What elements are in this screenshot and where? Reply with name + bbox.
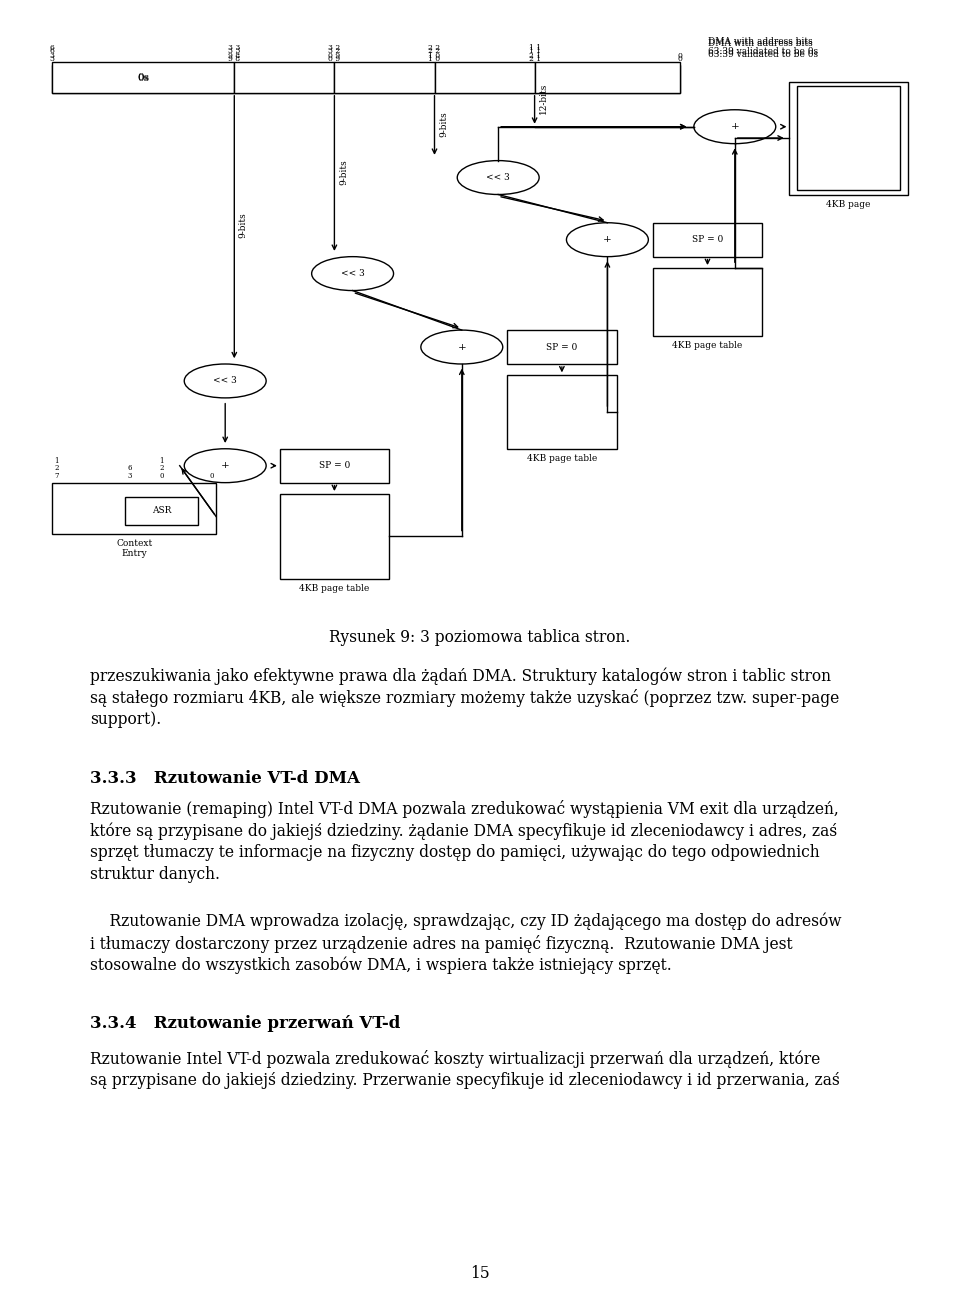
Text: 15: 15: [470, 1265, 490, 1282]
Text: 3 3
9 8: 3 3 9 8: [228, 47, 241, 63]
Bar: [234, 64, 334, 93]
Text: SP = 0: SP = 0: [319, 461, 350, 470]
Text: 1 1
2 1: 1 1 2 1: [529, 44, 540, 60]
Bar: [279, 449, 389, 483]
Ellipse shape: [420, 330, 503, 364]
Text: 1
2
0: 1 2 0: [159, 457, 164, 480]
Text: << 3: << 3: [487, 174, 510, 183]
Bar: [535, 61, 681, 93]
Bar: [507, 330, 616, 364]
Text: 0s: 0s: [137, 74, 150, 84]
Bar: [234, 61, 334, 93]
Text: 4KB page table: 4KB page table: [672, 342, 743, 351]
Text: ASR: ASR: [152, 506, 171, 515]
Text: i tłumaczy dostarczony przez urządzenie adres na pamięć fizyczną.  Rzutowanie DM: i tłumaczy dostarczony przez urządzenie …: [90, 934, 793, 953]
Text: 3.3.3   Rzutowanie VT-d DMA: 3.3.3 Rzutowanie VT-d DMA: [90, 770, 360, 787]
Text: są stałego rozmiaru 4KB, ale większe rozmiary możemy także uzyskać (poprzez tzw.: są stałego rozmiaru 4KB, ale większe roz…: [90, 689, 839, 707]
Bar: [334, 64, 435, 93]
Text: 4KB page table: 4KB page table: [527, 454, 597, 463]
Bar: [125, 497, 198, 525]
Bar: [435, 64, 535, 93]
Text: 2 2
1 0: 2 2 1 0: [428, 47, 441, 63]
Bar: [334, 61, 435, 93]
Bar: [653, 268, 762, 335]
Bar: [279, 495, 389, 578]
Text: << 3: << 3: [213, 376, 237, 385]
Text: support).: support).: [90, 711, 161, 728]
Text: SP = 0: SP = 0: [546, 342, 578, 351]
Bar: [52, 61, 234, 93]
Text: 4KB page table: 4KB page table: [300, 585, 370, 594]
Ellipse shape: [566, 223, 648, 257]
Text: sprzęt tłumaczy te informacje na fizyczny dostęp do pamięci, używając do tego od: sprzęt tłumaczy te informacje na fizyczn…: [90, 844, 820, 861]
Bar: [535, 64, 681, 93]
Text: 9-bits: 9-bits: [239, 213, 248, 239]
Text: +: +: [731, 123, 739, 132]
Bar: [435, 61, 535, 93]
Text: 3 3
9 8: 3 3 9 8: [228, 44, 241, 60]
Text: przeszukiwania jako efektywne prawa dla żądań DMA. Struktury katalogów stron i t: przeszukiwania jako efektywne prawa dla …: [90, 667, 831, 685]
Ellipse shape: [184, 449, 266, 483]
Text: 4KB page: 4KB page: [827, 200, 871, 209]
Text: 2 2
1 0: 2 2 1 0: [428, 44, 441, 60]
Text: +: +: [221, 461, 229, 470]
Text: 6
3: 6 3: [50, 44, 55, 60]
Text: Context
Entry: Context Entry: [116, 539, 153, 557]
Text: +: +: [457, 342, 467, 351]
Text: 12-bits: 12-bits: [540, 82, 548, 114]
Text: Rzutowanie Intel VT-d pozwala zredukować koszty wirtualizacji przerwań dla urząd: Rzutowanie Intel VT-d pozwala zredukować…: [90, 1051, 820, 1067]
Text: SP = 0: SP = 0: [692, 235, 723, 244]
Text: 1
2
7: 1 2 7: [55, 457, 60, 480]
Text: +: +: [603, 235, 612, 244]
Text: Rzutowanie (remaping) Intel VT-d DMA pozwala zredukować wystąpienia VM exit dla : Rzutowanie (remaping) Intel VT-d DMA poz…: [90, 800, 839, 818]
Text: 1 1
2 1: 1 1 2 1: [529, 47, 540, 63]
Text: << 3: << 3: [341, 269, 365, 278]
Ellipse shape: [457, 161, 540, 194]
Text: 0: 0: [209, 472, 214, 480]
Bar: [52, 64, 234, 93]
Bar: [507, 376, 616, 449]
Bar: [789, 81, 908, 194]
Text: są przypisane do jakiejś dziedziny. Przerwanie specyfikuje id zleceniodawcy i id: są przypisane do jakiejś dziedziny. Prze…: [90, 1071, 840, 1088]
Text: stosowalne do wszystkich zasobów DMA, i wspiera także istniejący sprzęt.: stosowalne do wszystkich zasobów DMA, i …: [90, 957, 672, 975]
Text: DMA with address bits
63:39 validated to be 0s: DMA with address bits 63:39 validated to…: [708, 37, 818, 56]
Ellipse shape: [312, 257, 394, 291]
Text: 6
3: 6 3: [50, 47, 55, 63]
Text: 0: 0: [678, 52, 683, 60]
Ellipse shape: [694, 110, 776, 144]
Text: 3 2
0 9: 3 2 0 9: [328, 44, 341, 60]
Text: Rzutowanie DMA wprowadza izolację, sprawdzając, czy ID żądającego ma dostęp do a: Rzutowanie DMA wprowadza izolację, spraw…: [90, 913, 842, 930]
Bar: [797, 86, 900, 191]
Text: które są przypisane do jakiejś dziedziny. żądanie DMA specyfikuje id zleceniodaw: które są przypisane do jakiejś dziedziny…: [90, 822, 837, 839]
Bar: [653, 223, 762, 257]
Bar: [52, 483, 216, 534]
Text: Rysunek 9: 3 poziomowa tablica stron.: Rysunek 9: 3 poziomowa tablica stron.: [329, 629, 631, 646]
Text: 9-bits: 9-bits: [339, 159, 348, 185]
Text: 9-bits: 9-bits: [439, 111, 448, 137]
Text: 3.3.4   Rzutowanie przerwań VT-d: 3.3.4 Rzutowanie przerwań VT-d: [90, 1015, 400, 1032]
Text: 6
3: 6 3: [128, 465, 132, 480]
Text: 0: 0: [678, 55, 683, 63]
Text: DMA with address bits
63:39 validated to be 0s: DMA with address bits 63:39 validated to…: [708, 39, 818, 59]
Ellipse shape: [184, 364, 266, 398]
Text: 0s: 0s: [137, 73, 150, 82]
Text: struktur danych.: struktur danych.: [90, 867, 220, 883]
Text: 3 2
0 9: 3 2 0 9: [328, 47, 341, 63]
